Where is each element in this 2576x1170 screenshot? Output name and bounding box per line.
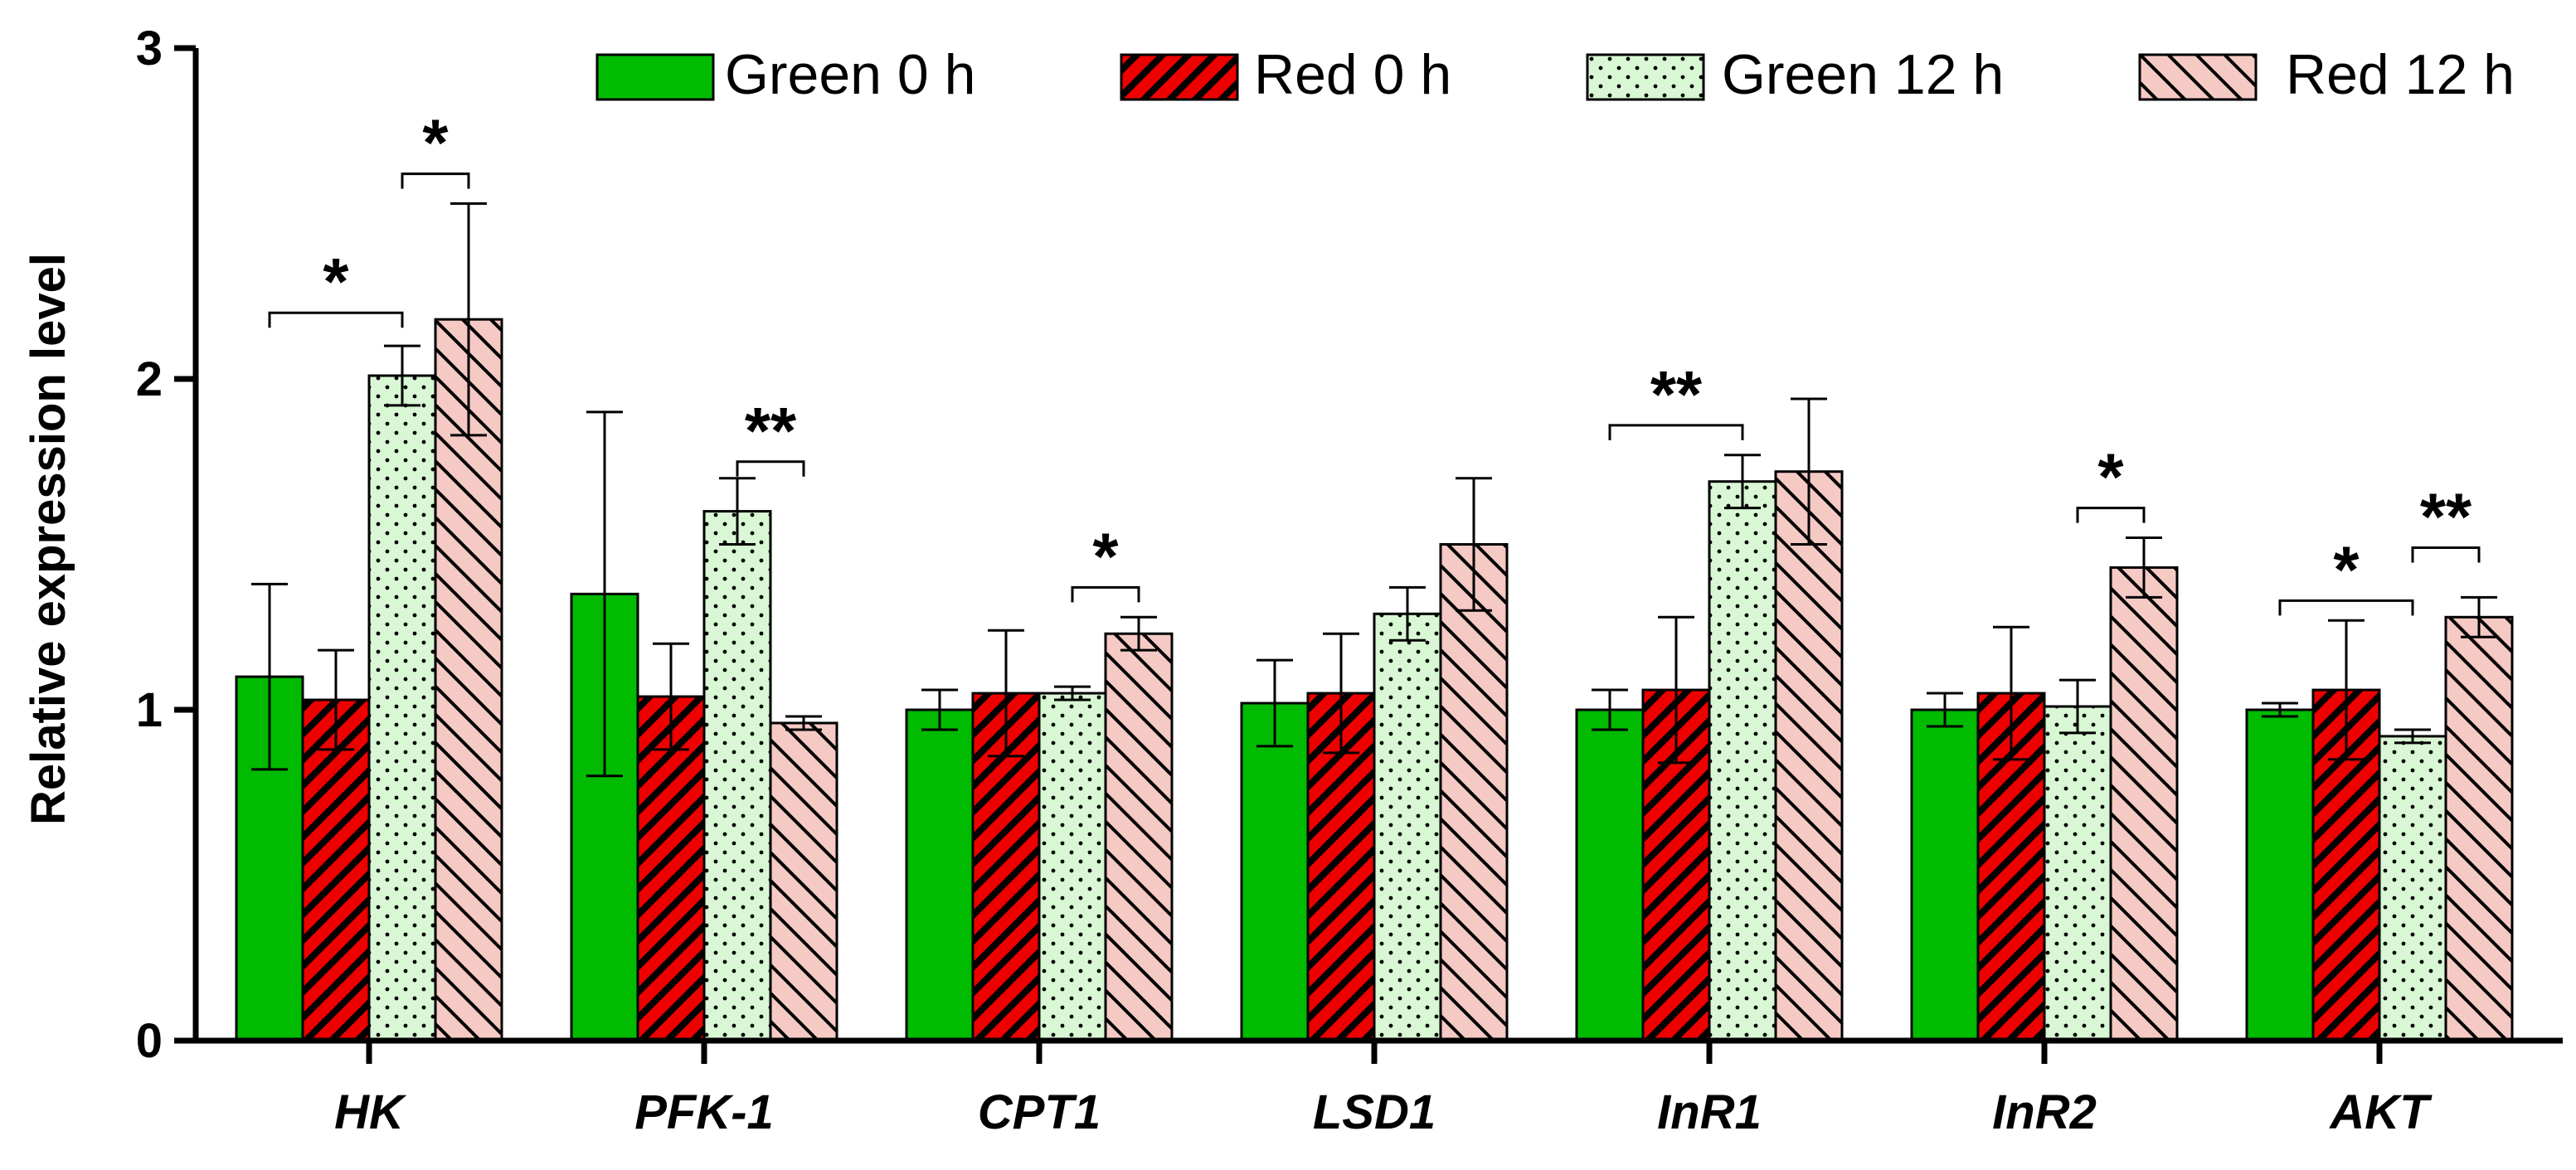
x-tick-label-lsd1: LSD1 [1313,1085,1436,1139]
bar-lsd1-series-3 [1373,612,1442,1042]
x-tick-label-inr2: InR2 [1992,1085,2097,1139]
significance-bracket [736,460,805,477]
bar-inr2-series-4 [2109,566,2179,1042]
significance-label: * [1092,519,1119,593]
bar-inr1-series-3 [1708,480,1777,1042]
bar-lsd1-series-1 [1240,702,1310,1042]
bar-akt-series-1 [2245,708,2315,1042]
legend-swatch-series-1 [595,53,715,101]
significance-bracket [1608,424,1744,440]
bar-inr1-series-4 [1774,470,1844,1042]
legend-swatch-series-4 [2138,53,2258,101]
bar-inr1-series-1 [1575,708,1645,1042]
significance-label: * [2097,440,2124,514]
x-tick-label-hk: HK [334,1085,407,1139]
legend-swatch-series-3 [1586,53,1705,101]
bar-pfk-1-series-2 [636,695,706,1042]
bar-akt-series-3 [2378,735,2447,1042]
y-axis-title: Relative expression level [22,253,75,825]
legend-label-series-2: Red 0 h [1254,43,1451,106]
significance-label: ** [2420,479,2472,553]
significance-bracket [268,311,404,328]
significance-label: * [323,245,349,318]
significance-bracket [401,172,470,189]
legend-label-series-3: Green 12 h [1722,43,2004,106]
bar-hk-series-2 [301,698,371,1042]
y-tick-label: 1 [136,683,163,737]
x-tick-label-akt: AKT [2328,1085,2433,1139]
significance-bracket [2411,546,2481,563]
bar-cpt1-series-1 [905,708,975,1042]
bar-pfk-1-series-4 [769,721,838,1042]
significance-label: ** [745,394,797,468]
bar-akt-series-4 [2444,615,2514,1042]
legend-label-series-1: Green 0 h [725,43,975,106]
bar-pfk-1-series-3 [702,510,772,1042]
bar-inr2-series-1 [1910,708,1980,1042]
y-tick-label: 2 [136,352,163,406]
significance-label: * [422,106,449,180]
significance-label: ** [1650,357,1703,431]
bar-lsd1-series-4 [1439,543,1509,1042]
significance-bracket [1071,585,1140,603]
x-tick-label-pfk-1: PFK-1 [634,1085,774,1139]
legend-label-series-4: Red 12 h [2286,43,2515,106]
legend-swatch-series-2 [1120,53,1239,101]
significance-label: * [2333,532,2360,606]
bar-inr2-series-3 [2043,705,2112,1042]
x-tick-label-inr1: InR1 [1657,1085,1762,1139]
x-tick-label-cpt1: CPT1 [978,1085,1101,1139]
y-tick-label: 3 [136,22,163,75]
bar-hk-series-3 [367,374,437,1042]
bar-cpt1-series-3 [1038,692,1107,1042]
y-tick-label: 0 [136,1014,163,1068]
bar-cpt1-series-4 [1104,632,1174,1042]
significance-bracket [2076,507,2146,523]
significance-bracket [2278,599,2414,616]
legend: Green 0 h Red 0 h Green 12 h Red 12 h [595,43,2515,106]
